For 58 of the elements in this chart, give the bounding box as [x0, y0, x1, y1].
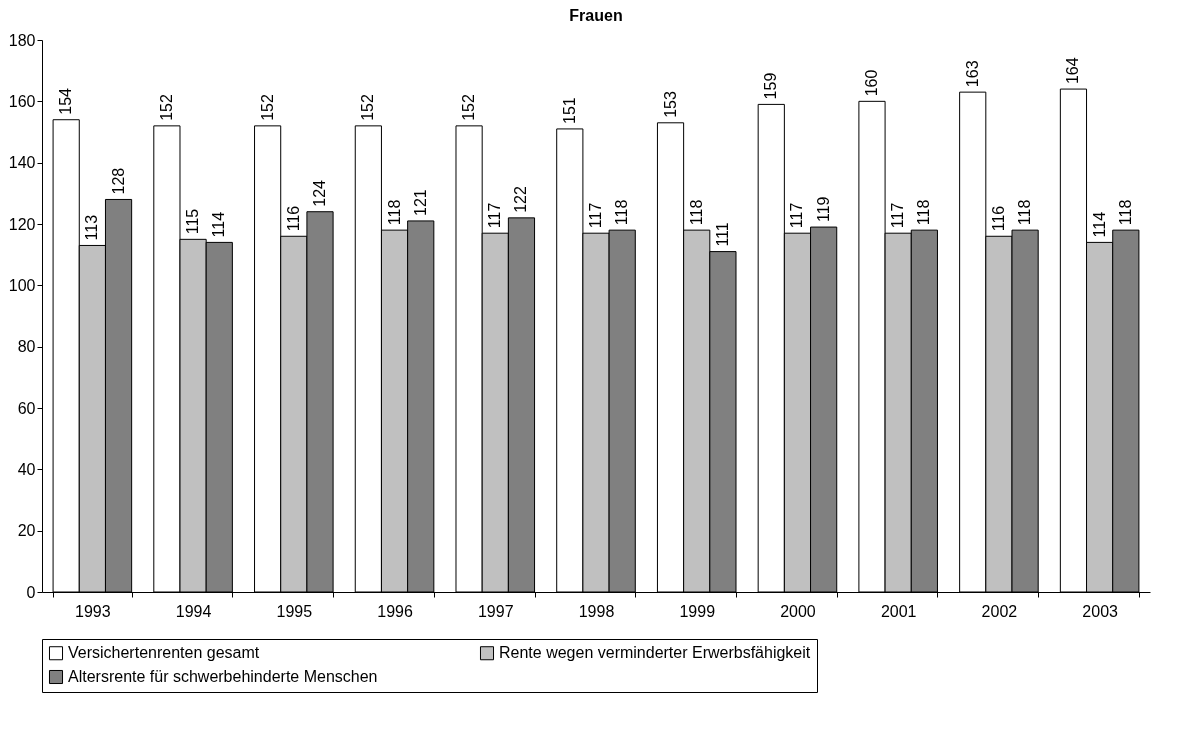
legend-label: Versichertenrenten gesamt [68, 644, 260, 662]
y-tick-label: 140 [8, 154, 36, 172]
x-tick-label: 1994 [175, 602, 212, 620]
y-tick-label: 180 [8, 31, 36, 49]
x-tick-label: 1996 [377, 602, 413, 620]
x-tick-label: 1997 [477, 602, 514, 620]
data-label: 114 [1090, 211, 1108, 238]
y-tick-label: 0 [26, 583, 36, 601]
x-tick-label: 2000 [780, 602, 816, 620]
data-label: 121 [411, 189, 429, 216]
data-label: 117 [788, 202, 806, 229]
data-label: 152 [258, 94, 276, 121]
x-tick-label: 1995 [276, 602, 313, 620]
data-label: 152 [359, 94, 377, 121]
data-label: 163 [963, 60, 981, 88]
data-label: 119 [814, 196, 832, 223]
y-tick-label: 60 [17, 399, 36, 417]
data-label: 152 [460, 94, 478, 121]
data-label: 118 [613, 199, 631, 226]
data-label: 159 [762, 72, 780, 100]
data-label: 160 [862, 69, 880, 97]
x-tick-label: 1999 [679, 602, 716, 620]
data-label: 164 [1064, 57, 1082, 85]
data-label: 114 [210, 211, 228, 238]
legend-label: Altersrente für schwerbehinderte Menschen [68, 668, 378, 685]
data-label: 118 [687, 199, 705, 226]
y-tick-label: 120 [8, 215, 36, 233]
x-tick-label: 2003 [1082, 602, 1119, 620]
data-label: 117 [587, 202, 604, 229]
data-label: 128 [109, 167, 127, 195]
y-tick-label: 80 [17, 338, 36, 356]
data-label: 118 [915, 199, 933, 226]
x-tick-label: 1993 [75, 602, 111, 620]
legend-label: Rente wegen verminderter Erwerbsfähigkeit [499, 644, 811, 662]
y-tick-label: 160 [8, 92, 36, 110]
data-label: 111 [713, 222, 731, 247]
y-tick-label: 40 [17, 460, 36, 478]
data-label: 116 [284, 205, 302, 232]
y-tick-label: 100 [8, 276, 36, 294]
data-label: 118 [1116, 199, 1134, 226]
x-tick-label: 2002 [981, 602, 1018, 620]
data-label: 116 [989, 205, 1007, 232]
data-label: 151 [560, 97, 578, 124]
data-label: 152 [157, 94, 175, 121]
data-label: 118 [385, 199, 403, 226]
x-tick-label: 1998 [578, 602, 615, 620]
x-tick-label: 2001 [880, 602, 917, 620]
data-label: 117 [486, 202, 504, 229]
data-label: 118 [1016, 199, 1034, 226]
chart-title: Frauen [569, 7, 623, 24]
data-label: 117 [889, 202, 907, 229]
data-label: 113 [83, 214, 101, 241]
data-label: 122 [512, 186, 530, 213]
data-label: 115 [184, 208, 202, 235]
data-label: 154 [57, 87, 75, 115]
data-label: 124 [311, 179, 329, 207]
y-tick-label: 20 [17, 522, 36, 540]
data-label: 153 [661, 91, 679, 118]
